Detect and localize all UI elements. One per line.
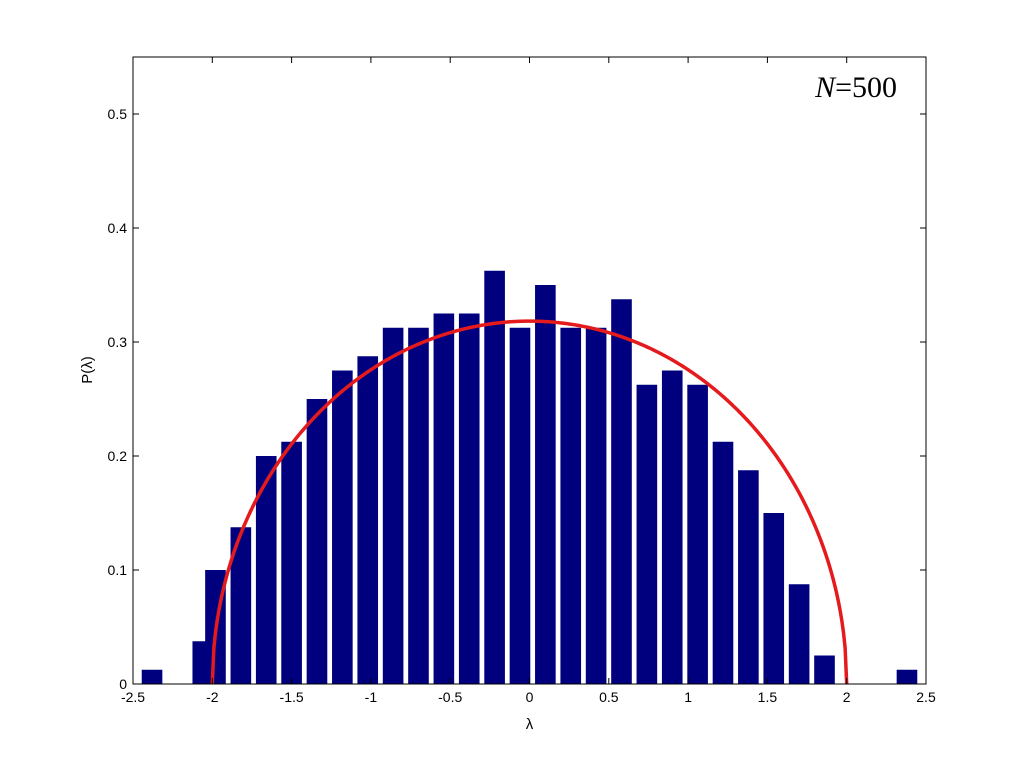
histogram-bar <box>687 384 708 684</box>
histogram-bar <box>306 399 328 684</box>
y-tick-label: 0.4 <box>108 220 128 236</box>
histogram-bar <box>408 327 429 684</box>
x-tick-label: 2.5 <box>916 689 936 705</box>
histogram-bar <box>661 370 683 684</box>
x-axis-label: λ <box>526 716 534 733</box>
y-tick-label: 0 <box>119 676 127 692</box>
histogram-bar <box>560 327 582 684</box>
histogram-bar <box>636 384 658 684</box>
semicircle-curve <box>210 319 849 685</box>
x-tick-label: -0.5 <box>438 689 462 705</box>
bars-layer <box>141 270 918 684</box>
n-annotation: N=500 <box>814 71 897 104</box>
histogram-bar <box>281 441 302 684</box>
x-tick-label: 1.5 <box>758 689 778 705</box>
histogram-bar <box>738 470 759 684</box>
y-axis-label: P(λ) <box>79 356 96 384</box>
axes-box <box>132 56 927 685</box>
histogram-bar <box>230 527 252 684</box>
histogram-bar <box>535 285 556 684</box>
histogram-bar <box>896 669 918 684</box>
histogram-bar <box>382 327 404 684</box>
histogram-bar <box>814 655 835 684</box>
y-tick-label: 0.3 <box>108 334 128 350</box>
histogram-bar <box>141 669 163 684</box>
y-tick-label: 0.2 <box>108 448 128 464</box>
histogram-bar <box>357 356 379 684</box>
y-tick-label: 0.1 <box>108 562 128 578</box>
x-tick-label: 2 <box>843 689 851 705</box>
histogram-bar <box>255 456 277 684</box>
histogram-bar <box>788 584 810 684</box>
x-tick-label: -2.5 <box>121 689 145 705</box>
histogram-bar <box>712 441 734 684</box>
x-tick-label: 0 <box>526 689 534 705</box>
x-tick-label: -1.5 <box>280 689 304 705</box>
histogram-bar <box>763 513 785 684</box>
x-tick-label: 0.5 <box>599 689 619 705</box>
histogram-bar <box>509 327 531 684</box>
histogram-bar <box>611 299 632 684</box>
histogram-bar <box>458 313 480 684</box>
histogram-bar <box>433 313 455 684</box>
n-annotation-italic: N <box>814 71 837 104</box>
x-tick-label: -2 <box>206 689 219 705</box>
ticks-layer: -2.5 -2 -1.5 -1 -0.5 0 0.5 1 1.5 2 2.5 0 0.1 0.2 0.3 0.… <box>108 57 936 705</box>
y-tick-label: 0.5 <box>108 106 128 122</box>
n-annotation-value: =500 <box>835 71 897 104</box>
x-tick-label: -1 <box>365 689 378 705</box>
x-tick-label: 1 <box>684 689 692 705</box>
histogram-bar <box>585 327 607 684</box>
histogram-bar <box>332 370 353 684</box>
histogram-bar <box>484 270 505 684</box>
